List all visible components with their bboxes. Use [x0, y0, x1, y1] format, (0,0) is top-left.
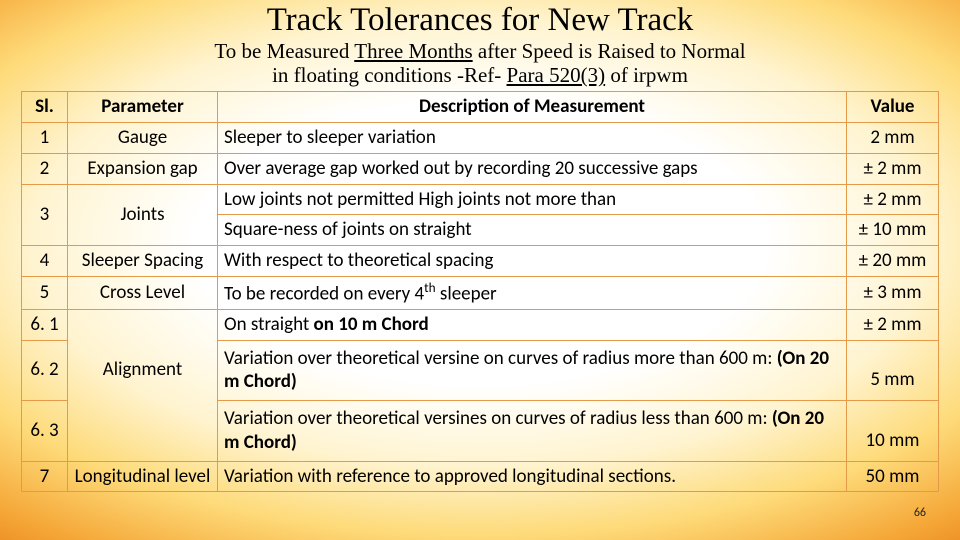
- page-title: Track Tolerances for New Track: [0, 0, 960, 39]
- cell-param-empty: [68, 309, 218, 340]
- cell-value: ± 20 mm: [847, 246, 939, 277]
- cell-param: Cross Level: [68, 276, 218, 309]
- table-row: 3 Joints Low joints not permitted High j…: [22, 184, 939, 215]
- table-header-row: Sl. Parameter Description of Measurement…: [22, 92, 939, 123]
- tolerances-table: Sl. Parameter Description of Measurement…: [21, 91, 939, 492]
- cell-param: Longitudinal level: [68, 461, 218, 492]
- desc-sup: th: [424, 279, 435, 296]
- cell-desc: Variation with reference to approved lon…: [218, 461, 847, 492]
- subtitle-part: of irpwm: [605, 63, 688, 87]
- table-row: 2 Expansion gap Over average gap worked …: [22, 153, 939, 184]
- cell-desc: Over average gap worked out by recording…: [218, 153, 847, 184]
- cell-desc: Variation over theoretical versine on cu…: [218, 340, 847, 401]
- cell-value: ± 10 mm: [847, 215, 939, 246]
- header-param: Parameter: [68, 92, 218, 123]
- page-number: 66: [914, 506, 926, 520]
- table-row: 6. 2 Alignment Variation over theoretica…: [22, 340, 939, 401]
- header-value: Value: [847, 92, 939, 123]
- subtitle-underline: Para 520(3): [507, 63, 606, 87]
- cell-value: ± 2 mm: [847, 184, 939, 215]
- cell-value: ± 2 mm: [847, 309, 939, 340]
- cell-sl: 4: [22, 246, 68, 277]
- header-sl: Sl.: [22, 92, 68, 123]
- table-row: 6. 3 Variation over theoretical versines…: [22, 401, 939, 462]
- desc-part: Variation over theoretical versine on cu…: [224, 347, 777, 370]
- cell-desc: Sleeper to sleeper variation: [218, 123, 847, 154]
- desc-part: To be recorded on every 4: [224, 282, 424, 305]
- cell-desc: With respect to theoretical spacing: [218, 246, 847, 277]
- subtitle-underline: Three Months: [354, 39, 472, 63]
- cell-sl: 6. 3: [22, 401, 68, 462]
- cell-value: ± 3 mm: [847, 276, 939, 309]
- cell-sl: 7: [22, 461, 68, 492]
- cell-value: 2 mm: [847, 123, 939, 154]
- cell-desc: Variation over theoretical versines on c…: [218, 401, 847, 462]
- cell-desc: To be recorded on every 4th sleeper: [218, 276, 847, 309]
- header-desc: Description of Measurement: [218, 92, 847, 123]
- cell-param-empty: [68, 401, 218, 462]
- cell-desc: Low joints not permitted High joints not…: [218, 184, 847, 215]
- table-row: 5 Cross Level To be recorded on every 4t…: [22, 276, 939, 309]
- cell-value: 50 mm: [847, 461, 939, 492]
- table-row: 7 Longitudinal level Variation with refe…: [22, 461, 939, 492]
- cell-sl: 6. 2: [22, 340, 68, 401]
- desc-part: Variation over theoretical versines on c…: [224, 407, 772, 430]
- subtitle-part: To be Measured: [214, 39, 354, 63]
- desc-part: On straight: [224, 313, 314, 336]
- cell-param: Gauge: [68, 123, 218, 154]
- cell-value: ± 2 mm: [847, 153, 939, 184]
- cell-value: 10 mm: [847, 401, 939, 462]
- cell-sl: 2: [22, 153, 68, 184]
- table-row: 6. 1 On straight on 10 m Chord ± 2 mm: [22, 309, 939, 340]
- subtitle-part: after Speed is Raised to Normal: [473, 39, 746, 63]
- cell-param: Alignment: [68, 340, 218, 401]
- cell-desc: Square-ness of joints on straight: [218, 215, 847, 246]
- cell-sl: 3: [22, 184, 68, 246]
- subtitle-part: in floating conditions -Ref-: [272, 63, 506, 87]
- table-row: 4 Sleeper Spacing With respect to theore…: [22, 246, 939, 277]
- cell-sl: 5: [22, 276, 68, 309]
- cell-value: 5 mm: [847, 340, 939, 401]
- desc-bold: on 10 m Chord: [314, 313, 429, 336]
- cell-sl: 6. 1: [22, 309, 68, 340]
- desc-part: sleeper: [436, 282, 497, 305]
- cell-param: Sleeper Spacing: [68, 246, 218, 277]
- cell-param: Expansion gap: [68, 153, 218, 184]
- cell-desc: On straight on 10 m Chord: [218, 309, 847, 340]
- cell-param: Joints: [68, 184, 218, 246]
- cell-sl: 1: [22, 123, 68, 154]
- table-row: 1 Gauge Sleeper to sleeper variation 2 m…: [22, 123, 939, 154]
- page-subtitle: To be Measured Three Months after Speed …: [0, 39, 960, 91]
